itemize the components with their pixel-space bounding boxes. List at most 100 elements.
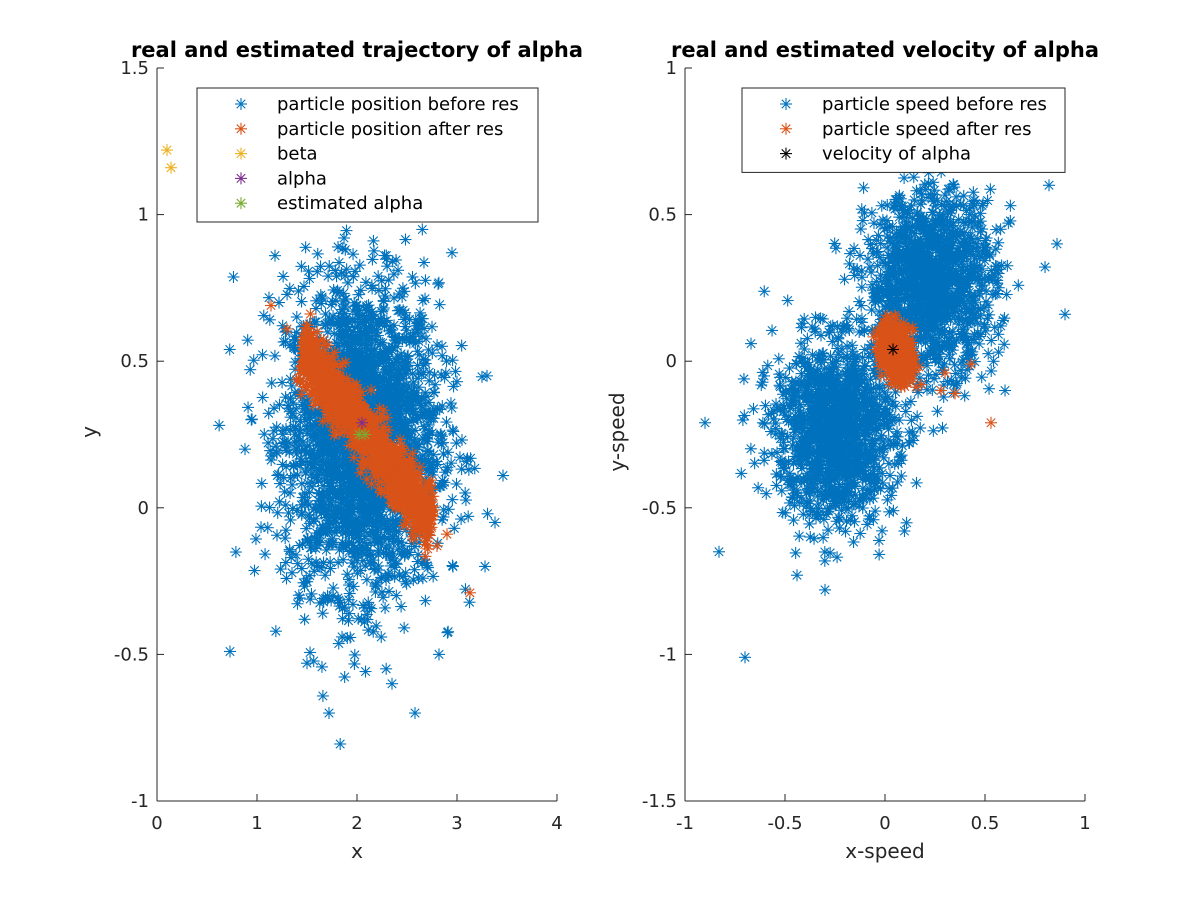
series-0-point: [395, 536, 408, 549]
series-0-point: [359, 362, 372, 375]
series-0-point: [279, 391, 292, 404]
series-0-point: [347, 580, 360, 593]
series-0-point: [355, 346, 368, 359]
series-0-point: [407, 574, 420, 587]
series-0-point: [987, 355, 1000, 368]
series-0-point: [265, 377, 278, 390]
series-0-point: [875, 199, 888, 212]
series-0-point: [312, 475, 325, 488]
series-1-point: [294, 374, 307, 387]
y-tick-label: 1.5: [120, 58, 149, 79]
series-0-point: [448, 522, 461, 535]
series-0-point: [366, 525, 379, 538]
series-1-point: [421, 539, 434, 552]
series-0-point: [409, 408, 422, 421]
series-0-point: [382, 570, 395, 583]
series-1-point: [336, 357, 349, 370]
series-0-point: [273, 398, 286, 411]
legend-label: estimated alpha: [277, 193, 423, 214]
series-0-point: [323, 707, 335, 720]
series-0-point: [276, 458, 289, 471]
series-0-point: [433, 298, 446, 311]
series-0-point: [446, 493, 459, 506]
series-0-point: [334, 737, 347, 750]
velocity-chart-title: real and estimated velocity of alpha: [671, 38, 1099, 62]
series-0-point: [290, 311, 303, 324]
series-0-point: [1002, 217, 1015, 230]
series-0-point: [354, 284, 367, 297]
series-0-point: [336, 612, 349, 625]
legend-label: beta: [277, 144, 318, 165]
series-0-point: [338, 670, 351, 683]
series-0-point: [365, 602, 378, 615]
series-0-point: [399, 320, 412, 333]
series-0-point: [341, 568, 354, 581]
series-0-point: [396, 570, 409, 583]
series-1-point: [407, 516, 420, 529]
series-0-point: [419, 594, 432, 607]
series-0-point: [272, 468, 285, 481]
series-0-point: [446, 354, 459, 367]
series-0-point: [435, 430, 448, 443]
series-0-point: [258, 428, 271, 441]
series-1-point: [373, 482, 386, 495]
series-0-point: [262, 291, 275, 304]
legend-label: alpha: [277, 168, 327, 189]
series-0-point: [992, 328, 1005, 341]
series-0-point: [284, 486, 297, 499]
series-0-point: [373, 533, 386, 546]
series-1-point: [373, 402, 386, 415]
series-0-point: [446, 560, 459, 573]
series-0-point: [265, 454, 278, 467]
series-1-point: [344, 379, 357, 392]
series-0-point: [391, 370, 404, 383]
series-0-point: [284, 411, 297, 424]
series-0-point: [409, 707, 421, 720]
series-0-point: [330, 490, 343, 503]
series-0-point: [305, 557, 318, 570]
series-0-point: [898, 171, 911, 184]
series-1-point: [300, 349, 313, 362]
series-0-point: [395, 600, 408, 613]
series-0-point: [390, 589, 403, 602]
series-0-point: [321, 317, 334, 330]
series-0-point: [316, 607, 329, 620]
series-0-point: [274, 477, 287, 490]
series-1-point: [320, 353, 333, 366]
series-0-point: [301, 533, 314, 546]
series-1-point: [378, 420, 391, 433]
series-0-point: [279, 335, 292, 348]
series-0-point: [400, 359, 413, 372]
x-tick-label: 1: [251, 813, 262, 834]
series-0-point: [241, 334, 254, 347]
series-0-point: [332, 556, 345, 569]
series-0-point: [259, 548, 272, 561]
series-0-point: [459, 494, 472, 507]
series-1-point: [366, 458, 379, 471]
series-0-point: [324, 562, 337, 575]
series-0-point: [287, 469, 300, 482]
legend-marker: [235, 122, 247, 135]
series-1-point: [345, 411, 358, 424]
series-0-point: [419, 274, 432, 287]
series-1-point: [407, 533, 420, 546]
series-0-point: [398, 385, 411, 398]
series-0-point: [295, 562, 308, 575]
series-0-point: [856, 214, 869, 227]
series-0-point: [370, 318, 383, 331]
series-0-point: [336, 630, 349, 643]
series-0-point: [382, 532, 395, 545]
series-0-point: [298, 408, 311, 421]
series-0-point: [367, 625, 380, 638]
series-0-point: [339, 243, 352, 256]
series-0-point: [403, 313, 416, 326]
series-0-point: [279, 498, 292, 511]
series-1-point: [464, 586, 476, 599]
legend-label: particle position after res: [277, 119, 503, 140]
series-0-point: [416, 223, 429, 236]
series-0-point: [447, 380, 460, 393]
series-0-point: [248, 564, 261, 577]
x-tick-label: 0: [151, 813, 162, 834]
series-0-point: [349, 265, 362, 278]
series-0-point: [445, 401, 458, 414]
